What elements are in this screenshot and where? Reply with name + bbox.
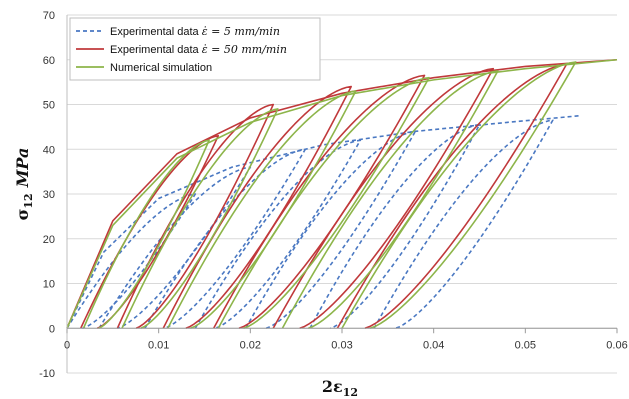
- legend-box: [69, 17, 321, 81]
- series-sim: [66, 58, 618, 330]
- series-layer: [66, 58, 618, 330]
- exp5-envelope: [66, 114, 581, 329]
- y-tick-label-6: 50: [43, 100, 55, 112]
- sim-cycle-1: [82, 139, 210, 329]
- sim-cycle-5: [281, 70, 499, 329]
- series-exp50: [66, 58, 618, 330]
- x-tick-label-3: 0.03: [331, 339, 352, 351]
- axes: 0 0.01 0.02 0.03 0.04 0.05 0.06 -10 0 10 20 30 40 50 6…: [39, 10, 628, 380]
- y-tick-label-8: 70: [43, 10, 55, 22]
- exp50-cycle-4: [212, 74, 426, 329]
- legend-label-exp5: Experimental data ε̇ = 5 mm/min: [110, 25, 280, 38]
- y-tick-label-1: 0: [49, 323, 55, 335]
- y-tick-label-3: 20: [43, 234, 55, 246]
- x-tick-label-0: 0: [64, 339, 70, 351]
- legend: Experimental data ε̇ = 5 mm/min Experimen…: [69, 17, 321, 81]
- sim-cycle-2: [121, 108, 279, 329]
- exp5-cycle-1: [66, 193, 197, 330]
- y-tick-label-7: 60: [43, 55, 55, 67]
- y-tick-label-5: 40: [43, 144, 55, 156]
- y-tick-label-2: 10: [43, 279, 55, 291]
- legend-label-exp50: Experimental data ε̇ = 50 mm/min: [110, 43, 287, 56]
- exp5-cycle-6: [309, 123, 481, 329]
- exp5-cycle-5: [245, 130, 417, 330]
- y-axis-title: σ12MPa: [13, 148, 35, 221]
- exp50-cycle-5: [272, 67, 495, 330]
- sim-cycle-4: [217, 76, 430, 330]
- exp50-cycle-3: [162, 85, 352, 329]
- legend-label-sim: Numerical simulation: [110, 62, 212, 74]
- exp50-envelope: [66, 58, 618, 329]
- y-tick-label-4: 30: [43, 189, 55, 201]
- exp5-cycle-7: [373, 119, 554, 330]
- series-exp5: [66, 114, 581, 330]
- x-tick-label-4: 0.04: [423, 339, 444, 351]
- y-tick-label-0: -10: [39, 368, 55, 380]
- x-tick-label-6: 0.06: [606, 339, 627, 351]
- x-tick-label-2: 0.02: [240, 339, 261, 351]
- exp5-cycle-4: [194, 139, 362, 330]
- x-axis-title: 2ε12: [322, 377, 358, 399]
- sim-cycle-6: [341, 61, 577, 330]
- x-tick-label-1: 0.01: [148, 339, 169, 351]
- x-tick-label-5: 0.05: [515, 339, 536, 351]
- sim-cycle-3: [167, 90, 357, 329]
- sim-envelope: [66, 58, 618, 329]
- exp50-cycle-6: [336, 63, 568, 330]
